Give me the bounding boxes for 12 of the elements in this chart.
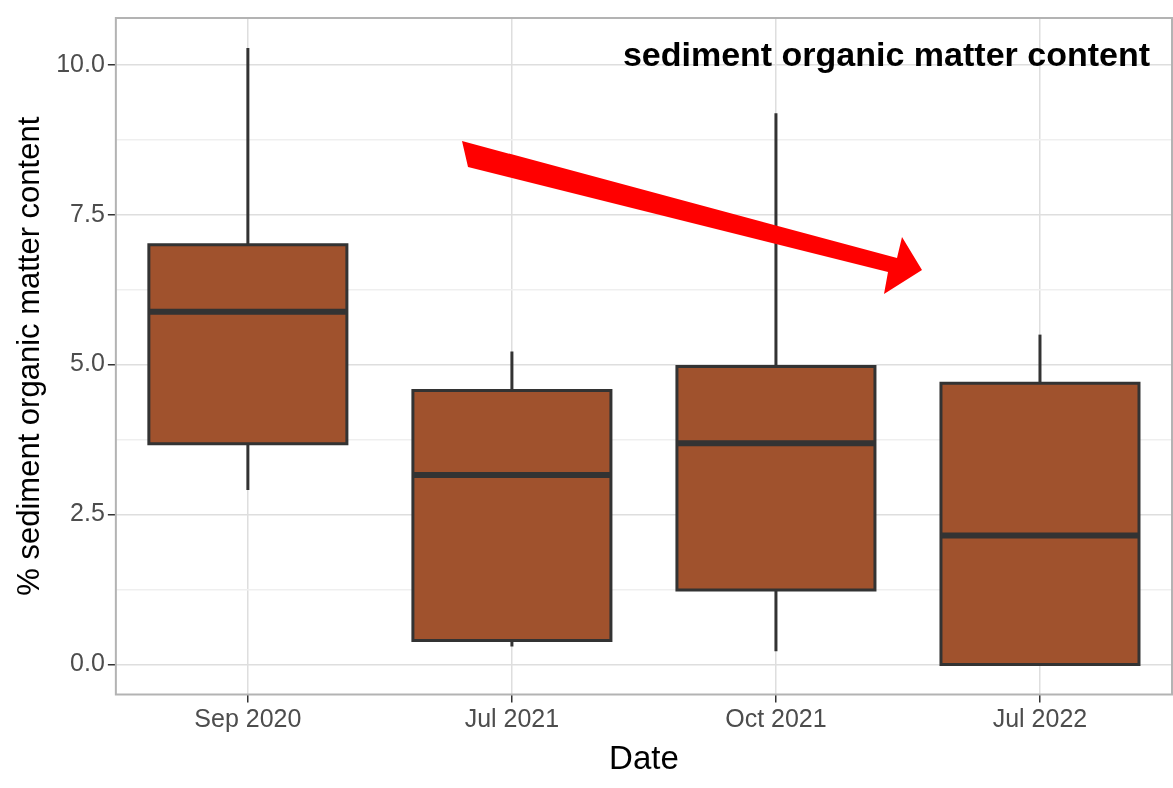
x-tick-label: Jul 2021 [464, 704, 560, 733]
y-tick-label: 10.0 [56, 48, 105, 77]
x-tick-label: Jul 2022 [992, 704, 1088, 733]
y-tick-label: 5.0 [70, 348, 105, 377]
y-axis-title: % sediment organic matter content [11, 116, 47, 596]
y-tick-label: 0.0 [70, 648, 105, 677]
y-tick-label: 2.5 [70, 498, 105, 527]
x-tick-label: Oct 2021 [725, 704, 827, 733]
text: sediment organic matter content [622, 35, 1150, 74]
x-tick-label: Sep 2020 [194, 704, 302, 733]
x-axis-title: Date [609, 739, 679, 777]
y-tick-label: 7.5 [70, 198, 105, 227]
